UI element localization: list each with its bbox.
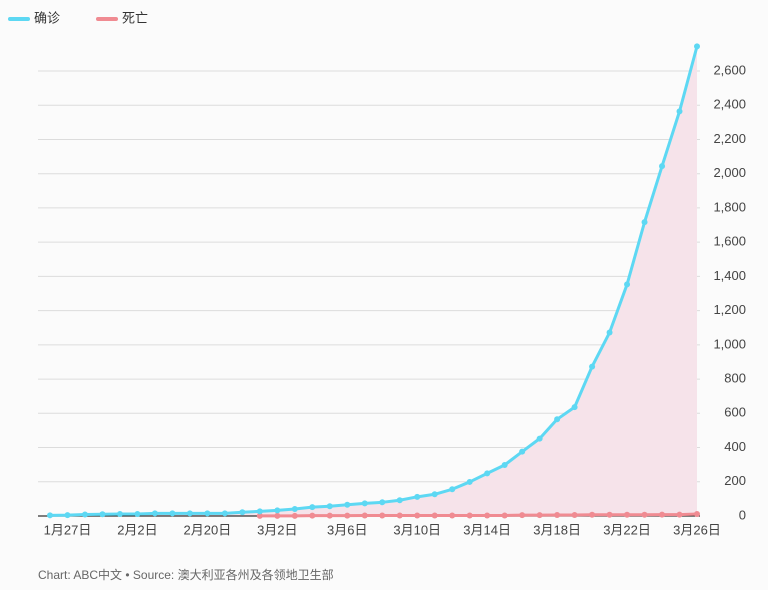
point <box>676 511 683 518</box>
legend-label: 死亡 <box>122 10 148 25</box>
point <box>641 219 648 226</box>
point <box>326 503 333 510</box>
point <box>606 511 613 518</box>
x-tick-label: 3月18日 <box>533 522 581 537</box>
point <box>326 512 333 519</box>
point <box>466 478 473 485</box>
x-tick-label: 3月14日 <box>463 522 511 537</box>
point <box>309 504 316 511</box>
point <box>291 505 298 512</box>
y-tick-label: 2,400 <box>713 97 746 112</box>
point <box>519 448 526 455</box>
point <box>274 507 281 514</box>
y-tick-label: 2,000 <box>713 165 746 180</box>
point <box>379 512 386 519</box>
point <box>571 404 578 411</box>
point <box>221 510 228 517</box>
point <box>414 493 421 500</box>
point <box>239 509 246 516</box>
y-tick-label: 1,200 <box>713 302 746 317</box>
point <box>449 486 456 493</box>
y-tick-label: 600 <box>724 405 746 420</box>
point <box>291 512 298 519</box>
point <box>396 512 403 519</box>
y-tick-label: 1,600 <box>713 234 746 249</box>
x-tick-label: 3月6日 <box>327 522 367 537</box>
point <box>274 512 281 519</box>
area <box>50 46 697 516</box>
point <box>361 512 368 519</box>
x-tick-label: 2月2日 <box>117 522 157 537</box>
point <box>449 512 456 519</box>
point <box>589 363 596 370</box>
point <box>694 510 700 517</box>
y-tick-label: 1,400 <box>713 268 746 283</box>
point <box>169 510 176 517</box>
x-tick-label: 3月22日 <box>603 522 651 537</box>
x-tick-label: 3月26日 <box>673 522 721 537</box>
point <box>116 510 123 517</box>
point <box>361 500 368 507</box>
point <box>554 511 561 518</box>
point <box>64 512 71 519</box>
point <box>659 163 666 170</box>
point <box>641 511 648 518</box>
point <box>379 499 386 506</box>
y-tick-label: 0 <box>739 507 746 522</box>
line <box>259 512 698 518</box>
legend-label: 确诊 <box>34 10 60 25</box>
y-tick-label: 2,600 <box>713 62 746 77</box>
point <box>186 510 193 517</box>
point <box>501 512 508 519</box>
x-tick-label: 1月27日 <box>44 522 92 537</box>
point <box>589 511 596 518</box>
point <box>256 512 263 519</box>
point <box>204 510 211 517</box>
source-note: Chart: ABC中文 • Source: 澳大利亚各州及各领地卫生部 <box>38 567 334 582</box>
point <box>484 512 491 519</box>
point <box>99 511 106 518</box>
y-tick-label: 400 <box>724 439 746 454</box>
point <box>431 491 438 498</box>
point <box>501 461 508 468</box>
point <box>659 511 666 518</box>
point <box>396 497 403 504</box>
point <box>81 511 88 518</box>
point <box>554 416 561 423</box>
point <box>484 470 491 477</box>
x-tick-label: 3月10日 <box>393 522 441 537</box>
point <box>466 512 473 519</box>
point <box>344 512 351 519</box>
point <box>536 435 543 442</box>
point <box>256 508 263 515</box>
point <box>624 281 631 288</box>
point <box>536 512 543 519</box>
point <box>676 108 683 115</box>
y-tick-label: 1,000 <box>713 336 746 351</box>
y-tick-label: 800 <box>724 371 746 386</box>
x-tick-label: 3月2日 <box>257 522 297 537</box>
y-tick-label: 2,200 <box>713 131 746 146</box>
y-tick-label: 1,800 <box>713 199 746 214</box>
point <box>694 43 700 50</box>
x-tick-label: 2月20日 <box>184 522 232 537</box>
point <box>606 329 613 336</box>
point <box>414 512 421 519</box>
point <box>47 512 53 519</box>
point <box>431 512 438 519</box>
point <box>519 512 526 519</box>
point <box>624 511 631 518</box>
point <box>151 510 158 517</box>
point <box>309 512 316 519</box>
point <box>344 501 351 508</box>
y-tick-label: 200 <box>724 473 746 488</box>
point <box>134 510 141 517</box>
point <box>571 511 578 518</box>
